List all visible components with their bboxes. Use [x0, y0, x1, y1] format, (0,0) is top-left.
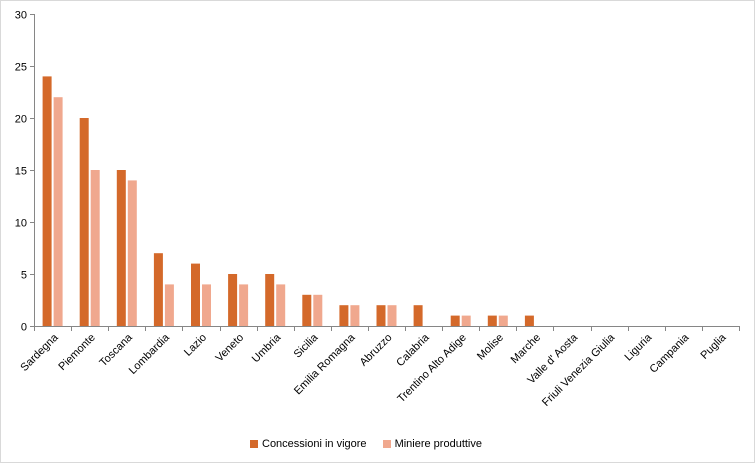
y-tick-label: 20 [15, 114, 27, 126]
x-category-label: Abruzzo [358, 332, 395, 369]
bar-miniere [202, 284, 211, 326]
x-category-label: Campania [648, 331, 693, 376]
x-category-label: Sicilia [292, 331, 321, 360]
bar-miniere [498, 315, 508, 326]
y-tick-label: 5 [21, 270, 27, 282]
bar-miniere [461, 315, 471, 326]
bar-miniere [127, 180, 137, 326]
bar-concessioni [339, 305, 349, 326]
bar-miniere [90, 170, 100, 326]
x-category-label: Lombardia [127, 331, 173, 377]
x-category-label: Trentino Alto Adige [395, 332, 468, 405]
x-category-label: Piemonte [56, 332, 97, 373]
x-category-label: Veneto [213, 332, 246, 365]
legend-entry-miniere: Miniere produttive [382, 438, 482, 450]
bar-concessioni [265, 274, 275, 326]
legend-swatch-miniere [382, 440, 391, 448]
bar-miniere [387, 305, 397, 326]
y-tick-label: 15 [15, 166, 27, 178]
bar-concessioni [450, 315, 460, 326]
x-category-label: Liguria [623, 331, 655, 363]
bar-miniere [53, 97, 63, 326]
legend: Concessioni in vigore Miniere produttive [250, 436, 482, 452]
bar-concessioni [42, 76, 52, 327]
y-tick-label: 0 [21, 322, 27, 334]
legend-entry-concessioni: Concessioni in vigore [250, 438, 367, 450]
x-category-label: Toscana [97, 331, 135, 369]
x-category-label: Puglia [698, 331, 729, 362]
legend-label-miniere: Miniere produttive [394, 438, 482, 450]
bar-concessioni [302, 294, 312, 326]
x-category-label: Calabria [394, 331, 432, 369]
x-category-label: Marche [509, 332, 543, 366]
bar-miniere [239, 284, 249, 326]
x-category-label: Sardegna [18, 331, 61, 374]
bar-miniere [164, 284, 174, 326]
bar-miniere [313, 294, 323, 326]
bar-concessioni [524, 315, 534, 326]
x-category-label: Lazio [182, 332, 209, 359]
bar-concessioni [413, 305, 423, 326]
x-category-label: Friuli Venezia Giulia [540, 331, 618, 409]
bar-miniere [276, 284, 286, 326]
bar-concessioni [191, 263, 200, 326]
bar-concessioni [487, 315, 497, 326]
y-tick-label: 30 [15, 10, 27, 22]
bar-concessioni [79, 118, 89, 326]
legend-label-concessioni: Concessioni in vigore [262, 438, 367, 450]
y-tick-label: 25 [15, 62, 27, 74]
x-category-label: Molise [475, 332, 506, 363]
y-tick-label: 10 [15, 218, 27, 230]
bar-concessioni [116, 170, 126, 326]
legend-swatch-concessioni [250, 440, 258, 448]
bar-miniere [350, 305, 360, 326]
x-category-label: Umbria [250, 331, 284, 365]
bar-concessioni [153, 253, 163, 326]
bar-concessioni [228, 274, 238, 326]
bar-concessioni [376, 305, 386, 326]
